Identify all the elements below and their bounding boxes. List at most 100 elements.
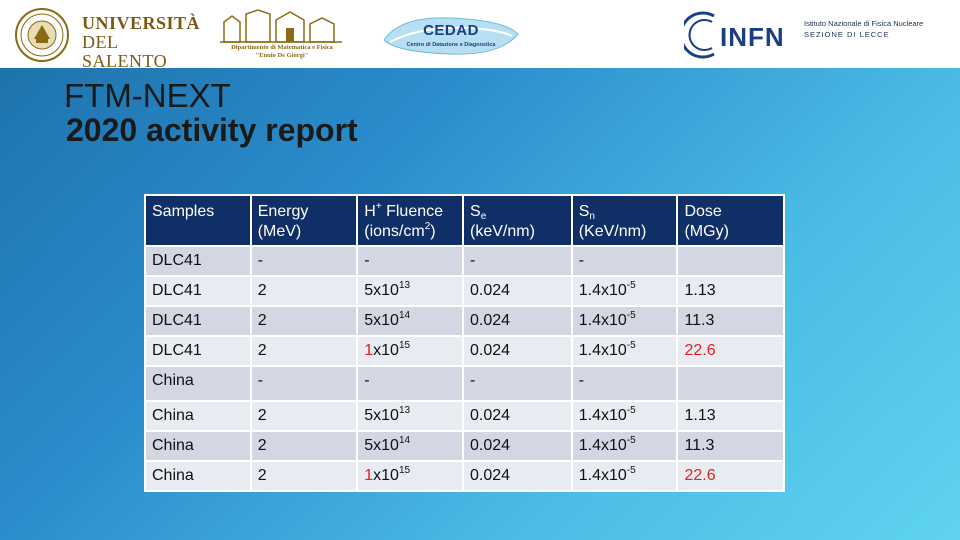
cell-sn: 1.4x10-5 bbox=[570, 275, 679, 307]
seal-icon bbox=[15, 8, 69, 62]
fluence-exponent: 14 bbox=[398, 435, 411, 446]
header-fluence-symbol: H bbox=[364, 203, 376, 220]
sn-value: - bbox=[578, 252, 585, 269]
cell-se: 0.024 bbox=[462, 460, 573, 492]
header-dose-unit: (MGy) bbox=[684, 223, 729, 240]
fluence-lead-highlight: 1 bbox=[364, 342, 374, 359]
fluence-mantissa: x10 bbox=[373, 342, 399, 359]
cell-fluence: 5x1013 bbox=[356, 275, 465, 307]
cell-se: - bbox=[462, 245, 573, 277]
cell-dose: 11.3 bbox=[676, 305, 785, 337]
cell-se: 0.024 bbox=[462, 430, 573, 462]
cell-sample: China bbox=[144, 460, 252, 492]
header-se-unit: (keV/nm) bbox=[470, 223, 535, 240]
fluence-lead-highlight: 1 bbox=[364, 467, 374, 484]
fluence-exponent: 14 bbox=[398, 310, 411, 321]
department-caption: Dipartimento di Matematica e Fisica "Enn… bbox=[218, 44, 346, 60]
cell-energy: 2 bbox=[249, 335, 359, 367]
sn-mantissa: 1.4x10 bbox=[578, 437, 627, 454]
fluence-exponent: 15 bbox=[398, 340, 411, 351]
header-fluence-label: Fluence bbox=[381, 203, 444, 220]
table-row: China 2 5x1014 0.024 1.4x10-5 11.3 bbox=[144, 430, 785, 462]
department-logo: Dipartimento di Matematica e Fisica "Enn… bbox=[218, 8, 346, 62]
table-row: DLC41 2 1x1015 0.024 1.4x10-5 22.6 bbox=[144, 335, 785, 367]
header-fluence: H+ Fluence (ions/cm2) bbox=[356, 194, 465, 247]
sn-exponent: -5 bbox=[626, 465, 636, 476]
cell-fluence: 1x1015 bbox=[356, 335, 465, 367]
cell-se: 0.024 bbox=[462, 400, 573, 432]
header-energy: Energy (MeV) bbox=[249, 194, 359, 247]
cell-sn: 1.4x10-5 bbox=[570, 430, 679, 462]
cell-energy: - bbox=[249, 365, 359, 402]
sn-exponent: -5 bbox=[626, 435, 636, 446]
fluence-exponent: 13 bbox=[398, 280, 411, 291]
sn-exponent: -5 bbox=[626, 340, 636, 351]
cell-dose bbox=[676, 245, 785, 277]
infn-institute-text: Istituto Nazionale di Fisica Nucleare SE… bbox=[804, 18, 956, 40]
table-row: China 2 5x1013 0.024 1.4x10-5 1.13 bbox=[144, 400, 785, 432]
cell-energy: - bbox=[249, 245, 359, 277]
header-sn-symbol: S bbox=[578, 203, 590, 220]
infn-section-name: SEZIONE DI LECCE bbox=[804, 30, 890, 39]
header-dose-label: Dose bbox=[684, 203, 722, 220]
sn-mantissa: 1.4x10 bbox=[578, 407, 627, 424]
cell-energy: 2 bbox=[249, 400, 359, 432]
table-row: DLC41 2 5x1013 0.024 1.4x10-5 1.13 bbox=[144, 275, 785, 307]
cell-sn: 1.4x10-5 bbox=[570, 335, 679, 367]
cell-sample: China bbox=[144, 430, 252, 462]
header-se: Se (keV/nm) bbox=[462, 194, 573, 247]
sn-exponent: -5 bbox=[626, 310, 636, 321]
fluence-mantissa: 5x10 bbox=[364, 312, 399, 329]
cell-sample: China bbox=[144, 400, 252, 432]
cell-dose-highlight: 22.6 bbox=[676, 335, 785, 367]
cell-dose: 1.13 bbox=[676, 275, 785, 307]
cell-se: 0.024 bbox=[462, 305, 573, 337]
header-fluence-unit-exp: 2 bbox=[424, 221, 431, 232]
slide-title-line2: 2020 activity report bbox=[66, 112, 358, 148]
cedad-subtitle: Centro di Datazione e Diagnostica bbox=[406, 42, 496, 48]
fluence-exponent: 13 bbox=[398, 405, 411, 416]
infn-institute-name: Istituto Nazionale di Fisica Nucleare bbox=[804, 19, 924, 28]
logo-header-band: UNIVERSITÀ DEL SALENTO Dipartimento di M… bbox=[0, 0, 960, 71]
header-fluence-charge: + bbox=[375, 201, 382, 212]
department-dedication: "Ennio De Giorgi" bbox=[255, 52, 309, 59]
sn-exponent: -5 bbox=[626, 280, 636, 291]
sn-mantissa: 1.4x10 bbox=[578, 342, 627, 359]
cell-sn: 1.4x10-5 bbox=[570, 460, 679, 492]
cell-energy: 2 bbox=[249, 275, 359, 307]
header-dose: Dose (MGy) bbox=[676, 194, 785, 247]
unisalento-seal-logo bbox=[14, 7, 70, 63]
header-se-symbol: S bbox=[470, 203, 481, 220]
header-se-subscript: e bbox=[480, 211, 487, 222]
cedad-swoosh-icon bbox=[383, 17, 519, 55]
cell-se: 0.024 bbox=[462, 275, 573, 307]
cell-se: - bbox=[462, 365, 573, 402]
cell-se: 0.024 bbox=[462, 335, 573, 367]
table-header-row: Samples Energy (MeV) H+ Fluence (ions/cm… bbox=[144, 194, 785, 247]
fluence-mantissa: 5x10 bbox=[364, 437, 399, 454]
cell-dose: 11.3 bbox=[676, 430, 785, 462]
infn-wordmark: INFN bbox=[720, 22, 785, 52]
cell-energy: 2 bbox=[249, 305, 359, 337]
cell-sn: - bbox=[570, 245, 679, 277]
cedad-title: CEDAD bbox=[423, 22, 479, 39]
header-energy-unit: (MeV) bbox=[257, 223, 302, 240]
header-fluence-unit: (ions/cm bbox=[364, 223, 425, 240]
header-samples: Samples bbox=[144, 194, 252, 247]
activity-table: Samples Energy (MeV) H+ Fluence (ions/cm… bbox=[144, 194, 785, 492]
unisalento-line2: DEL SALENTO bbox=[82, 32, 168, 71]
fluence-mantissa: 5x10 bbox=[364, 282, 399, 299]
slide-title: FTM-NEXT 2020 activity report bbox=[64, 78, 358, 148]
fluence-exponent: 15 bbox=[398, 465, 411, 476]
cell-sn: - bbox=[570, 365, 679, 402]
header-sn-unit: (KeV/nm) bbox=[578, 223, 647, 240]
header-sn-subscript: n bbox=[589, 211, 595, 222]
header-sn: Sn (KeV/nm) bbox=[570, 194, 679, 247]
cell-fluence: - bbox=[356, 365, 465, 402]
cell-sample: DLC41 bbox=[144, 245, 252, 277]
cell-sn: 1.4x10-5 bbox=[570, 305, 679, 337]
slide-title-line1: FTM-NEXT bbox=[64, 77, 231, 114]
cedad-logo: CEDAD Centro di Datazione e Diagnostica bbox=[380, 12, 522, 58]
building-icon bbox=[220, 9, 342, 43]
cell-sample: DLC41 bbox=[144, 305, 252, 337]
